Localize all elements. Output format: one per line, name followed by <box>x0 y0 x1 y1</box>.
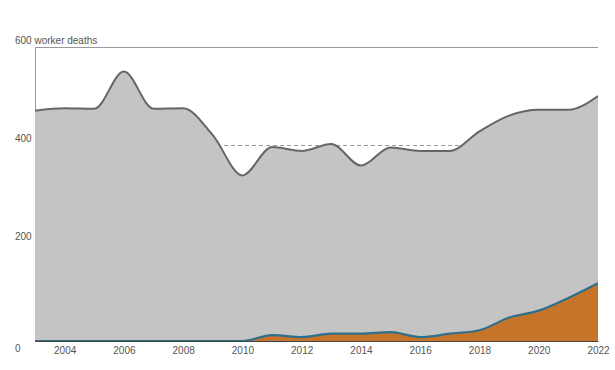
x-tick-label: 2016 <box>410 345 433 356</box>
x-tick-label: 2020 <box>528 345 551 356</box>
x-tick: 2012 <box>291 341 314 356</box>
x-tick-label: 2014 <box>350 345 373 356</box>
x-axis-line <box>36 341 599 342</box>
x-tick: 2008 <box>173 341 196 356</box>
area <box>35 283 598 341</box>
x-tick-label: 2018 <box>469 345 492 356</box>
x-tick-label: 2010 <box>232 345 255 356</box>
grid-line <box>35 341 598 342</box>
y-axis: 0 200 400 600 worker deaths <box>15 35 598 354</box>
y-axis-line <box>36 48 599 342</box>
area-line <box>35 283 598 341</box>
area-line <box>35 72 598 176</box>
x-tick: 2016 <box>410 341 433 356</box>
plot-area <box>35 72 598 342</box>
x-tick: 2006 <box>113 341 136 356</box>
y-tick: 600 worker deaths <box>15 35 598 48</box>
x-tick-label: 2006 <box>113 345 136 356</box>
x-tick: 2010 <box>232 341 255 356</box>
y-tick-label: 0 <box>15 343 21 354</box>
x-tick: 2004 <box>54 341 77 356</box>
y-tick-label: 200 <box>15 231 32 242</box>
grid-line <box>35 47 598 48</box>
x-tick-label: 2008 <box>173 345 196 356</box>
area <box>35 72 598 342</box>
x-tick-label: 2012 <box>291 345 314 356</box>
chart: 0 200 400 600 worker deaths 2004 2006 2008 2010… <box>0 0 615 370</box>
x-tick-label: 2004 <box>54 345 77 356</box>
x-tick: 2022 <box>587 341 610 356</box>
x-tick: 2020 <box>528 341 551 356</box>
x-tick-label: 2022 <box>587 345 610 356</box>
y-tick-label: 400 <box>15 133 32 144</box>
x-axis: 2004 2006 2008 2010 2012 2014 2016 2018 2020 2022 <box>36 341 611 356</box>
x-tick: 2014 <box>350 341 373 356</box>
y-tick-label: 600 worker deaths <box>15 35 97 46</box>
x-tick: 2018 <box>469 341 492 356</box>
